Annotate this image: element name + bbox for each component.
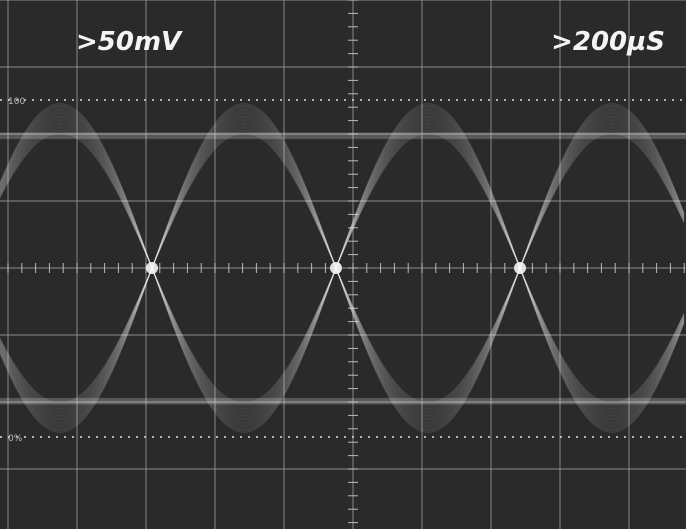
trace <box>0 111 685 425</box>
trace <box>0 118 685 418</box>
trace <box>0 126 685 410</box>
trace <box>0 129 685 407</box>
trace <box>0 112 685 424</box>
trace <box>0 128 685 408</box>
trace <box>0 125 685 411</box>
trace <box>0 124 685 412</box>
trace <box>0 132 685 404</box>
trace <box>0 114 685 422</box>
trace <box>0 105 685 431</box>
bottom-marker: 0% <box>8 434 23 444</box>
trace <box>0 122 685 414</box>
trace <box>0 117 685 419</box>
trace <box>0 117 685 419</box>
trace <box>0 110 685 426</box>
trace <box>0 107 685 429</box>
trace <box>0 115 685 421</box>
trace <box>0 112 685 424</box>
trace <box>0 104 685 432</box>
trace <box>0 121 685 415</box>
trace <box>0 131 685 405</box>
trace <box>0 131 685 405</box>
trace <box>0 107 685 429</box>
trace <box>0 121 685 415</box>
trace <box>0 104 685 432</box>
crossing-glow <box>514 262 526 274</box>
trace <box>0 108 685 428</box>
trace <box>0 119 685 417</box>
trace <box>0 111 685 425</box>
trace <box>0 122 685 414</box>
trace <box>0 115 685 421</box>
trace <box>0 125 685 411</box>
trace <box>0 129 685 407</box>
top-marker: 100 <box>8 97 25 107</box>
trace <box>0 103 685 433</box>
crossing-glow <box>146 262 158 274</box>
trace <box>0 114 685 422</box>
trace <box>0 126 685 410</box>
trace <box>0 124 685 412</box>
time-readout: >200µS <box>551 27 665 57</box>
volts-readout: >50mV <box>76 27 183 57</box>
trace <box>0 128 685 408</box>
trace <box>0 118 685 418</box>
trace <box>0 108 685 428</box>
trace <box>0 132 685 404</box>
eye-pattern <box>0 103 686 433</box>
trace <box>0 105 685 431</box>
trace <box>0 110 685 426</box>
crossing-glow <box>330 262 342 274</box>
trace <box>0 119 685 417</box>
trace <box>0 103 685 433</box>
